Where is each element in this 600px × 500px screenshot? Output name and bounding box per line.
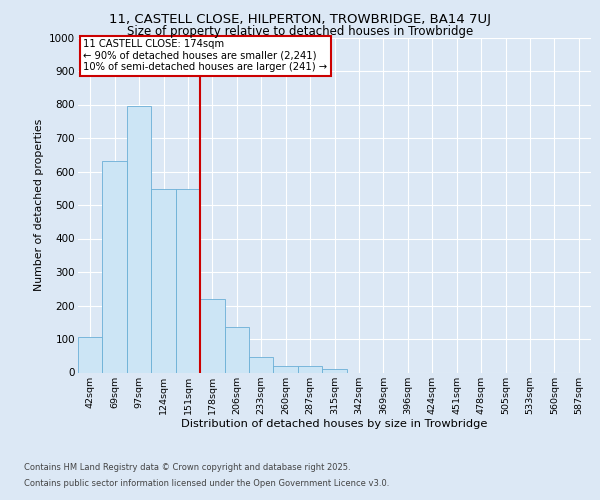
Text: 11, CASTELL CLOSE, HILPERTON, TROWBRIDGE, BA14 7UJ: 11, CASTELL CLOSE, HILPERTON, TROWBRIDGE… bbox=[109, 12, 491, 26]
Bar bbox=[200, 299, 224, 372]
Y-axis label: Number of detached properties: Number of detached properties bbox=[34, 119, 44, 291]
X-axis label: Distribution of detached houses by size in Trowbridge: Distribution of detached houses by size … bbox=[181, 420, 488, 430]
Text: Size of property relative to detached houses in Trowbridge: Size of property relative to detached ho… bbox=[127, 25, 473, 38]
Bar bbox=[176, 190, 200, 372]
Text: Contains public sector information licensed under the Open Government Licence v3: Contains public sector information licen… bbox=[24, 478, 389, 488]
Bar bbox=[224, 328, 249, 372]
Bar bbox=[298, 366, 322, 372]
Bar bbox=[151, 190, 176, 372]
Bar bbox=[322, 369, 347, 372]
Bar bbox=[127, 106, 151, 372]
Text: Contains HM Land Registry data © Crown copyright and database right 2025.: Contains HM Land Registry data © Crown c… bbox=[24, 464, 350, 472]
Text: 11 CASTELL CLOSE: 174sqm
← 90% of detached houses are smaller (2,241)
10% of sem: 11 CASTELL CLOSE: 174sqm ← 90% of detach… bbox=[83, 39, 327, 72]
Bar bbox=[103, 162, 127, 372]
Bar bbox=[249, 358, 274, 372]
Bar bbox=[274, 366, 298, 372]
Bar bbox=[78, 336, 103, 372]
